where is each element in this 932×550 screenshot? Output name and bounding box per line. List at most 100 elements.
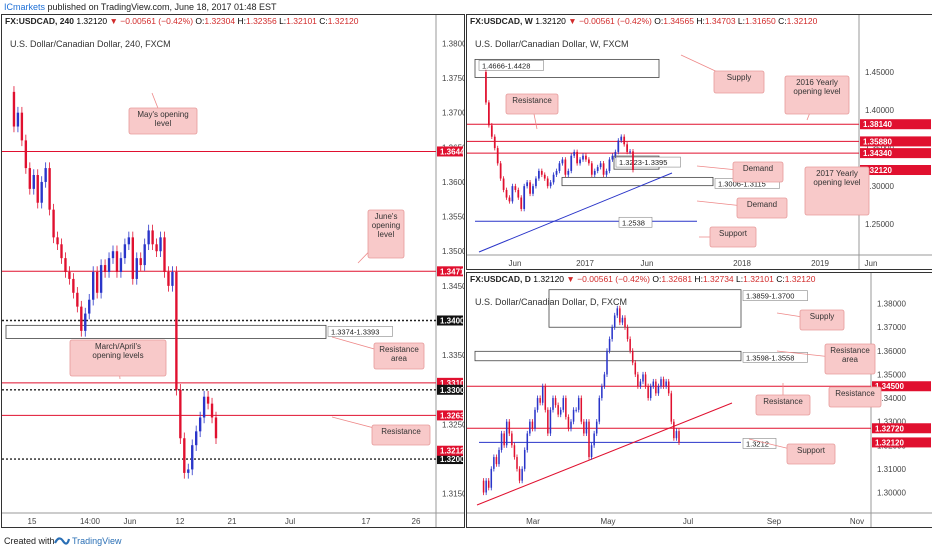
candle-body [606,350,608,375]
callout-text: Support [797,446,826,455]
callout-text: level [378,230,395,239]
candle-body [675,431,678,439]
candle-body [526,182,528,187]
candle-body [590,445,593,458]
y-tick-label: 1.34500 [442,282,464,291]
candle-body [210,403,214,418]
candle-body [602,163,605,175]
chart-title: U.S. Dollar/Canadian Dollar, W, FXCM [475,39,629,49]
candle-body [611,327,613,340]
candle-body [575,409,577,411]
candle-body [485,72,487,103]
candle-body [629,339,631,351]
candle-body [558,163,561,171]
current-price-tag [860,165,931,176]
callout-box [786,443,836,465]
level-price-tag [860,148,931,159]
candle-body [639,381,642,387]
candle-body [195,431,198,446]
zone-label: 1.3598-1.3558 [746,353,794,362]
candle-body [111,251,115,259]
chart-panel-weekly[interactable]: FX:USDCAD, W 1.32120 ▼ −0.00561 (−0.42%)… [466,14,932,270]
candle-body [520,197,523,209]
callout-text: Resistance [830,346,870,355]
zone-label-box [742,438,777,449]
current-price-label: 1.32120 [440,447,464,456]
candle-body [159,237,162,252]
callout-text: March/April's [95,342,141,351]
candle-body [115,251,119,272]
callout-text: 2017 Yearly [816,169,858,178]
level-price-tag [437,454,463,465]
candle-body [617,140,620,152]
candle-body [482,480,485,493]
open-value: 1.32681 [661,274,693,284]
callout-text: May's opening [137,110,188,119]
current-price-label: 1.32120 [863,166,892,175]
candle-body [588,421,590,458]
y-tick-label: 1.30000 [865,182,894,191]
candle-body [28,168,31,189]
level-price-tag [872,423,931,434]
candle-body [135,258,138,279]
candle-body [518,468,521,481]
candle-body [570,155,573,171]
level-price-tag [872,381,931,392]
candle-body [44,168,47,182]
y-tick-label: 1.45000 [865,68,894,77]
chart-canvas-weekly[interactable]: 1.450001.400001.350001.300001.25000Jun20… [467,15,932,269]
candle-body [567,170,570,175]
candle-body [595,421,598,434]
candle-body [611,155,614,160]
candle-body [670,393,673,422]
callout-box [784,75,850,115]
candle-body [642,374,644,382]
candle-body [56,237,59,245]
chart-panel-daily[interactable]: FX:USDCAD, D 1.32120 ▼ −0.00561 (−0.42%)… [466,272,932,528]
candle-body [596,167,599,171]
x-tick-label: Jun [865,259,878,268]
status-line: FX:USDCAD, 240 1.32120 ▼ −0.00561 (−0.42… [5,16,359,26]
close-value-c: 1.32120 [784,274,816,284]
callout-box [367,209,405,259]
close-value: 1.32120 [535,16,566,26]
y-tick-label: 1.37500 [442,74,464,83]
candle-body [657,386,660,394]
chart-canvas-h4[interactable]: 1.380001.375001.370001.365001.360001.355… [2,15,464,527]
chart-panel-h4[interactable]: FX:USDCAD, 240 1.32120 ▼ −0.00561 (−0.42… [1,14,465,528]
callout-text: Resistance [763,397,803,406]
x-tick-label: 17 [362,517,371,526]
candle-body [579,159,581,164]
zone-label-box [327,326,393,337]
candle-body [76,292,79,307]
candle-body [678,431,680,443]
change-value: −0.00561 (−0.42%) [579,16,652,26]
candle-body [119,258,123,272]
candle-body [593,170,596,175]
candle-body [505,189,508,198]
y-tick-label: 1.36000 [442,178,464,187]
top-bar: ICmarkets published on TradingView.com, … [0,0,932,14]
candle-body [585,155,587,160]
candle-body [561,159,564,164]
zone-label: 1.3006-1.3115 [718,179,766,188]
candle-body [151,230,154,245]
callout-text: opening levels [92,351,143,360]
level-price-label: 1.32630 [440,411,464,420]
candle-body [517,189,520,198]
candle-body [155,244,158,252]
status-line: FX:USDCAD, W 1.32120 ▼ −0.00561 (−0.42%)… [470,16,818,26]
chart-canvas-daily[interactable]: 1.38000 1.37000 1.36000 1.35000 1.34000 1.330… [467,273,932,527]
y-tick-label: 1.35500 [442,213,464,222]
current-price-tag [437,445,463,456]
candle-body [660,379,662,387]
brand-link[interactable]: ICmarkets [4,2,46,12]
candle-body [549,182,552,187]
candle-body [543,174,546,179]
zone-label-box [742,352,808,363]
candle-body [564,159,567,175]
level-price-label: 1.34340 [863,149,892,158]
candle-body [187,469,190,473]
tradingview-brand[interactable]: TradingView [72,536,122,546]
candle-body [80,306,83,331]
